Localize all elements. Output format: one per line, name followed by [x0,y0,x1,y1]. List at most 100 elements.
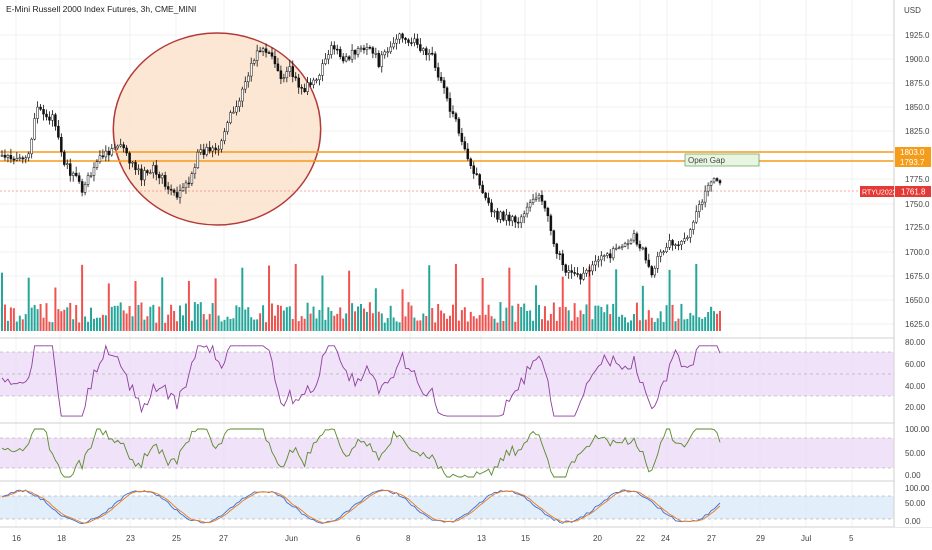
candle-body[interactable] [146,170,149,174]
candle-body[interactable] [258,50,262,53]
candle-body[interactable] [54,114,57,127]
candle-body[interactable] [336,48,339,51]
candle-body[interactable] [341,56,345,62]
candle-body[interactable] [241,88,244,102]
candle-body[interactable] [644,247,648,261]
candle-body[interactable] [466,148,470,160]
candle-body[interactable] [92,167,96,176]
candle-body[interactable] [347,56,351,60]
candle-body[interactable] [297,77,300,88]
candle-body[interactable] [451,111,455,114]
candle-body[interactable] [282,77,286,79]
candle-body[interactable] [671,240,674,246]
candle-body[interactable] [226,122,229,132]
candle-body[interactable] [436,67,440,78]
candle-body[interactable] [344,56,348,62]
candle-body[interactable] [680,241,683,246]
candle-body[interactable] [496,210,499,220]
candle-body[interactable] [368,47,372,49]
candle-body[interactable] [626,243,630,245]
candle-body[interactable] [594,260,597,266]
candle-body[interactable] [493,210,496,213]
candle-body[interactable] [445,87,449,99]
candle-body[interactable] [86,175,90,185]
candle-body[interactable] [552,230,556,245]
stoch-d-line[interactable] [1,489,721,524]
candle-body[interactable] [425,48,428,56]
candle-body[interactable] [140,168,143,181]
candle-body[interactable] [505,214,508,221]
candle-body[interactable] [267,52,271,54]
candle-body[interactable] [350,49,354,60]
candle-body[interactable] [95,161,99,168]
candle-body[interactable] [181,187,185,191]
candle-body[interactable] [193,167,197,174]
candle-body[interactable] [285,71,289,78]
candle-body[interactable] [199,149,203,153]
candle-body[interactable] [703,190,707,203]
candle-body[interactable] [588,270,591,272]
candle-body[interactable] [365,47,369,51]
candle-body[interactable] [641,247,645,250]
candle-body[interactable] [531,199,535,203]
candle-body[interactable] [665,247,668,252]
candle-body[interactable] [291,66,295,77]
candle-body[interactable] [9,155,13,160]
candle-body[interactable] [333,45,336,50]
candle-body[interactable] [39,106,42,110]
candle-body[interactable] [128,152,131,164]
candle-body[interactable] [656,256,659,269]
candle-body[interactable] [570,270,573,273]
candle-body[interactable] [74,172,78,176]
candle-body[interactable] [169,188,173,191]
candle-body[interactable] [689,229,692,238]
candle-body[interactable] [442,80,446,89]
candle-body[interactable] [279,70,283,79]
candle-body[interactable] [80,181,84,193]
candle-body[interactable] [160,175,164,179]
candle-body[interactable] [110,148,114,156]
candle-body[interactable] [700,201,704,205]
candle-body[interactable] [653,268,656,276]
candle-body[interactable] [98,155,102,163]
candle-body[interactable] [71,172,75,176]
candle-body[interactable] [534,197,538,200]
candle-body[interactable] [30,138,33,155]
candle-body[interactable] [677,244,680,247]
candle-body[interactable] [410,42,413,44]
candle-body[interactable] [149,172,152,174]
candle-body[interactable] [51,114,54,121]
candle-body[interactable] [585,270,588,274]
candle-body[interactable] [383,51,386,56]
candle-body[interactable] [21,157,25,160]
candle-body[interactable] [659,251,662,257]
candle-body[interactable] [57,125,60,138]
candle-body[interactable] [12,158,16,161]
candle-body[interactable] [371,47,375,54]
candle-body[interactable] [395,38,398,44]
candle-body[interactable] [220,140,223,150]
candle-body[interactable] [208,147,211,152]
candle-body[interactable] [214,147,217,151]
candle-body[interactable] [264,48,268,53]
candle-body[interactable] [484,192,487,199]
candle-body[interactable] [134,161,137,170]
candle-body[interactable] [338,49,342,57]
candle-body[interactable] [223,131,226,142]
candle-body[interactable] [143,170,146,181]
candle-body[interactable] [270,52,274,57]
candle-body[interactable] [546,207,550,217]
candle-body[interactable] [638,244,642,249]
candle-body[interactable] [608,253,612,259]
candle-body[interactable] [635,233,639,245]
candle-body[interactable] [217,148,220,151]
candle-body[interactable] [205,147,208,155]
candle-body[interactable] [686,237,689,239]
candle-body[interactable] [68,163,72,176]
candle-body[interactable] [66,163,69,165]
candle-body[interactable] [27,153,30,158]
candle-body[interactable] [511,216,514,222]
candle-body[interactable] [404,37,407,41]
candle-body[interactable] [706,185,710,192]
